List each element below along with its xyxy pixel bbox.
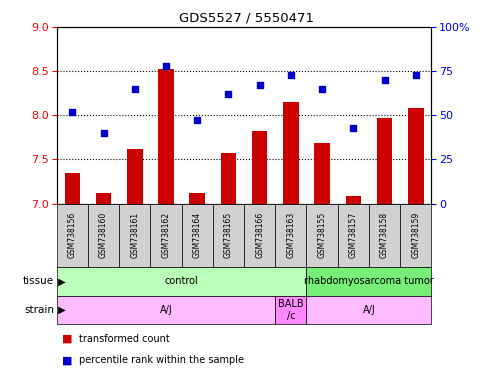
Bar [315,144,330,204]
Text: GSM738157: GSM738157 [349,212,358,258]
Bar [158,69,174,204]
Point [381,77,388,83]
Text: ■: ■ [62,355,72,365]
Text: GSM738155: GSM738155 [317,212,326,258]
Point [69,109,76,115]
Text: GDS5527 / 5550471: GDS5527 / 5550471 [179,12,314,25]
Text: GSM738162: GSM738162 [162,212,171,258]
Point [318,86,326,92]
Bar [408,108,423,204]
Point [131,86,139,92]
Point [224,91,232,97]
Point [350,124,357,131]
Text: ■: ■ [62,334,72,344]
Bar [346,197,361,204]
Point [256,82,264,88]
Text: control: control [165,276,199,286]
Bar [377,118,392,204]
Bar [65,173,80,204]
Bar [221,153,236,204]
Text: GSM738159: GSM738159 [411,212,420,258]
Text: ▶: ▶ [55,305,66,315]
Point [287,71,295,78]
Text: strain: strain [24,305,54,315]
Text: percentile rank within the sample: percentile rank within the sample [79,355,244,365]
Text: tissue: tissue [23,276,54,286]
Text: ▶: ▶ [55,276,66,286]
Text: GSM738158: GSM738158 [380,212,389,258]
Text: BALB
/c: BALB /c [278,299,304,321]
Text: GSM738160: GSM738160 [99,212,108,258]
Text: GSM738161: GSM738161 [130,212,139,258]
Text: A/J: A/J [362,305,375,315]
Point [193,118,201,124]
Text: rhabdomyosarcoma tumor: rhabdomyosarcoma tumor [304,276,434,286]
Bar [96,193,111,204]
Text: GSM738165: GSM738165 [224,212,233,258]
Point [100,130,107,136]
Text: GSM738163: GSM738163 [286,212,295,258]
Bar [252,131,267,204]
Point [162,63,170,69]
Text: GSM738164: GSM738164 [193,212,202,258]
Text: transformed count: transformed count [79,334,170,344]
Bar [127,149,142,204]
Bar [283,102,299,204]
Text: GSM738156: GSM738156 [68,212,77,258]
Text: GSM738166: GSM738166 [255,212,264,258]
Bar [189,193,205,204]
Text: A/J: A/J [160,305,173,315]
Point [412,71,420,78]
